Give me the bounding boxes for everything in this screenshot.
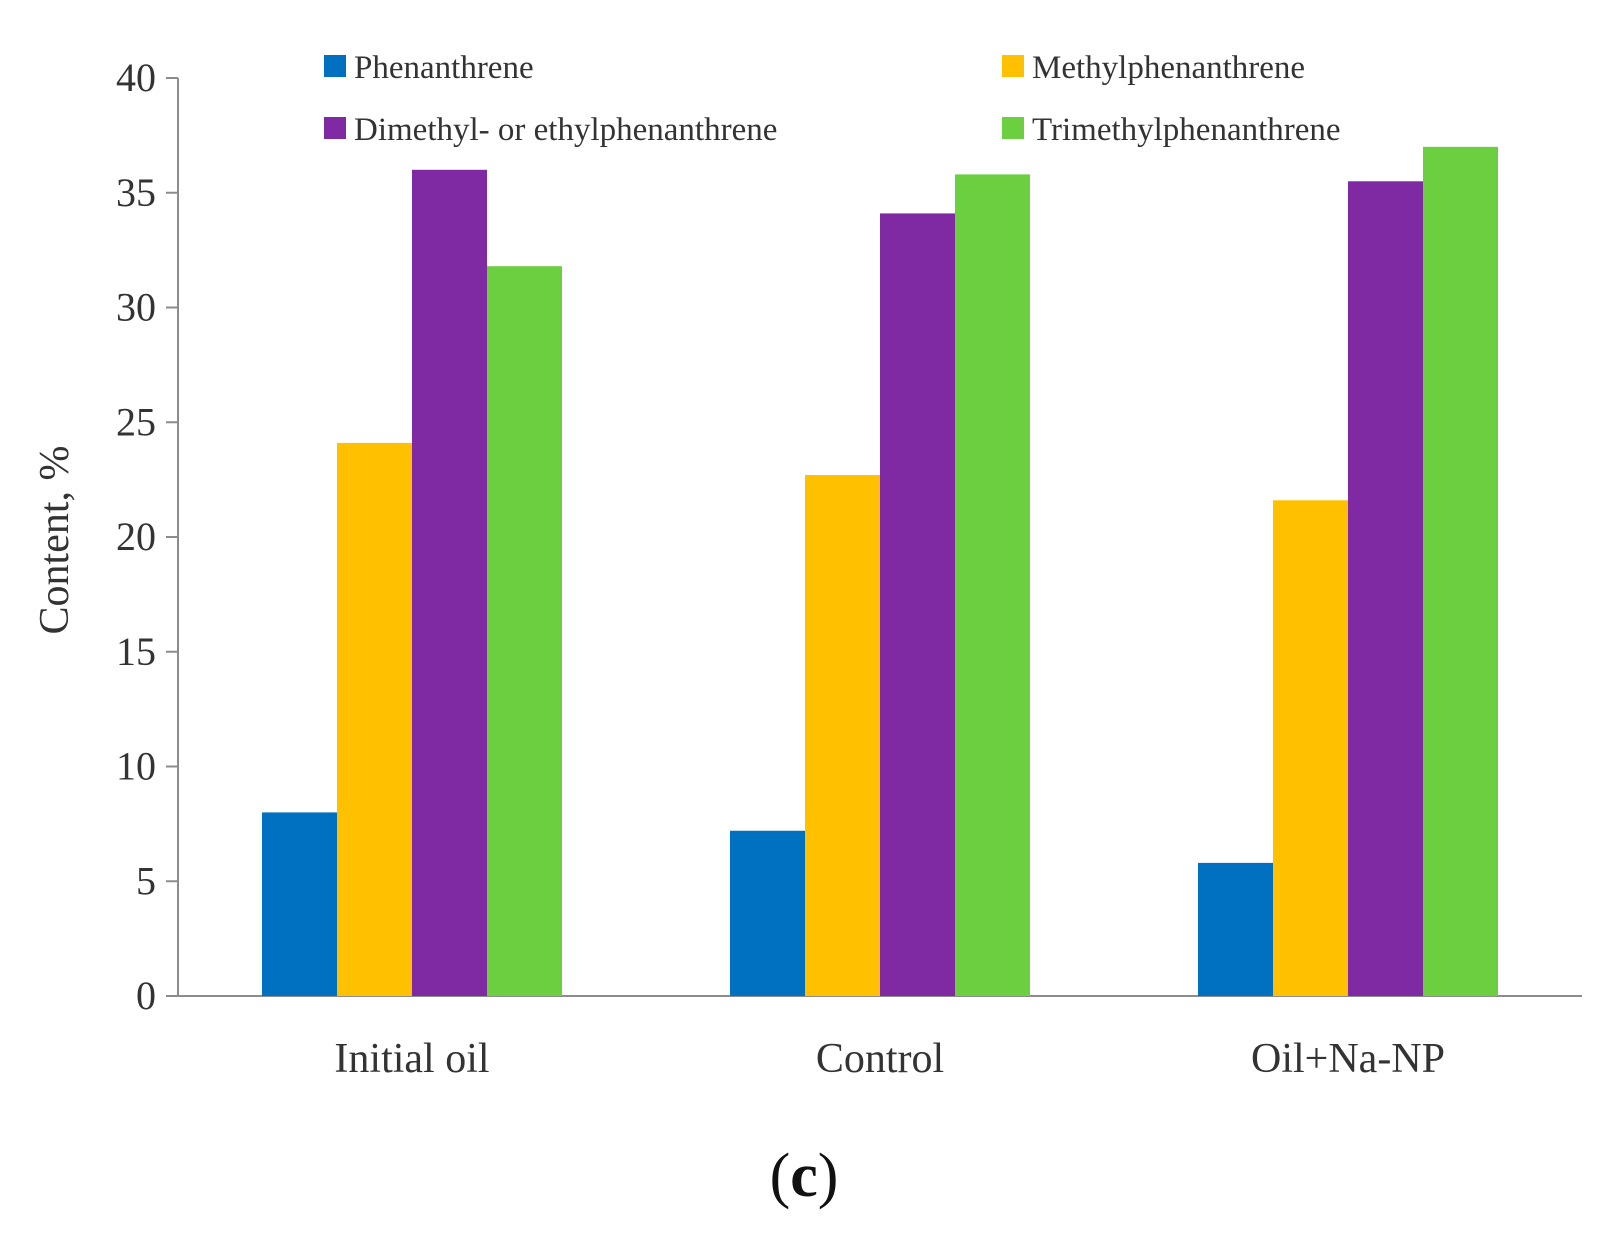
legend-label: Methylphenanthrene (1032, 50, 1305, 86)
panel-label-open: ( (770, 1142, 791, 1210)
bar-1-3 (1198, 862, 1273, 996)
y-tick-label: 35 (116, 170, 156, 215)
legend-swatch (1002, 117, 1024, 139)
legend-label: Trimethylphenanthrene (1032, 112, 1341, 148)
y-tick-label: 40 (116, 55, 156, 100)
y-tick-label: 5 (136, 858, 156, 903)
y-tick-label: 25 (116, 399, 156, 444)
bars (262, 146, 1498, 997)
x-tick-label: Initial oil (334, 1036, 489, 1082)
x-tick-label: Control (816, 1036, 944, 1082)
panel-label-letter: c (790, 1142, 818, 1210)
x-axis: Initial oil Control Oil+Na-NP (178, 995, 1582, 1082)
y-tick-label: 10 (116, 744, 156, 789)
legend-label: Dimethyl- or ethylphenanthrene (354, 112, 777, 148)
legend-label: Phenanthrene (354, 50, 534, 86)
y-tick-label: 0 (136, 973, 156, 1018)
bar-2-2 (805, 475, 880, 996)
bar-2-1 (337, 442, 412, 996)
bar-3-3 (1348, 181, 1423, 996)
y-axis: 0 5 10 15 20 25 30 35 40 (116, 55, 179, 1018)
bar-1-2 (730, 830, 805, 996)
bar-4-2 (955, 174, 1030, 996)
x-tick-label: Oil+Na-NP (1251, 1036, 1445, 1082)
bar-4-3 (1423, 146, 1498, 997)
y-tick-label: 20 (116, 514, 156, 559)
panel-label: (c) (770, 1142, 839, 1210)
bar-2-3 (1273, 500, 1348, 996)
bar-3-1 (412, 169, 487, 997)
y-tick-label: 30 (116, 285, 156, 330)
bar-3-2 (880, 213, 955, 996)
bar-4-1 (487, 266, 562, 996)
legend-swatch (324, 55, 346, 77)
y-axis-title: Content, % (32, 446, 78, 635)
legend-swatch (1002, 55, 1024, 77)
bar-1-1 (262, 812, 337, 996)
legend-swatch (324, 117, 346, 139)
legend: Phenanthrene Methylphenanthrene Dimethyl- … (324, 50, 1341, 148)
y-tick-label: 15 (116, 629, 156, 674)
panel-label-close: ) (818, 1142, 839, 1210)
